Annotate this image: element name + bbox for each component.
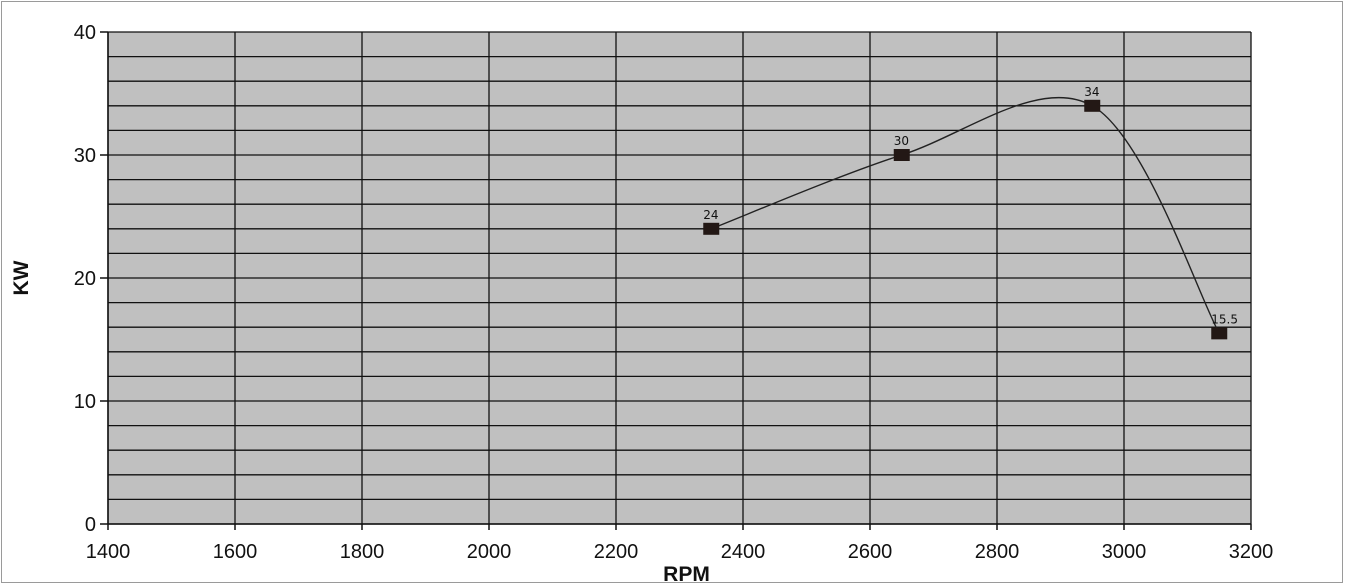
x-tick-label: 2000: [467, 541, 512, 563]
data-point-label: 30: [894, 134, 909, 148]
data-point-marker: [1211, 327, 1228, 340]
x-tick-label: 1400: [86, 541, 131, 563]
data-point-marker: [893, 149, 910, 161]
x-tick-label: 3000: [1102, 541, 1147, 563]
tick-labels: 0 10 20 30 40 1400 1600 1800 2000 2200 2400 2600 280…: [74, 22, 1274, 563]
x-axis-title: RPM: [663, 563, 710, 584]
grid-lines: [107, 31, 1252, 525]
x-tick-label: 2800: [975, 541, 1020, 563]
y-tick-label: 30: [74, 145, 96, 167]
data-labels: 24 30 34 15.5: [703, 85, 1238, 327]
y-tick-label: 20: [74, 268, 96, 290]
data-point-label: 34: [1084, 85, 1099, 99]
x-tick-label: 2600: [848, 541, 893, 563]
data-markers: [703, 99, 1228, 340]
data-point-marker: [1084, 99, 1101, 112]
data-point-marker: [703, 222, 720, 235]
x-tick-label: 2200: [594, 541, 639, 563]
x-tick-label: 2400: [721, 541, 766, 563]
y-tick-label: 10: [74, 391, 96, 413]
x-tick-label: 1800: [340, 541, 385, 563]
y-tick-label: 40: [74, 22, 96, 44]
y-axis-title: KW: [10, 260, 33, 295]
y-tick-label: 0: [85, 514, 96, 536]
data-point-label: 24: [703, 208, 718, 222]
series-line: [710, 96, 1220, 334]
x-tick-label: 1600: [213, 541, 258, 563]
data-point-label: 15.5: [1211, 312, 1238, 326]
x-tick-label: 3200: [1229, 541, 1274, 563]
